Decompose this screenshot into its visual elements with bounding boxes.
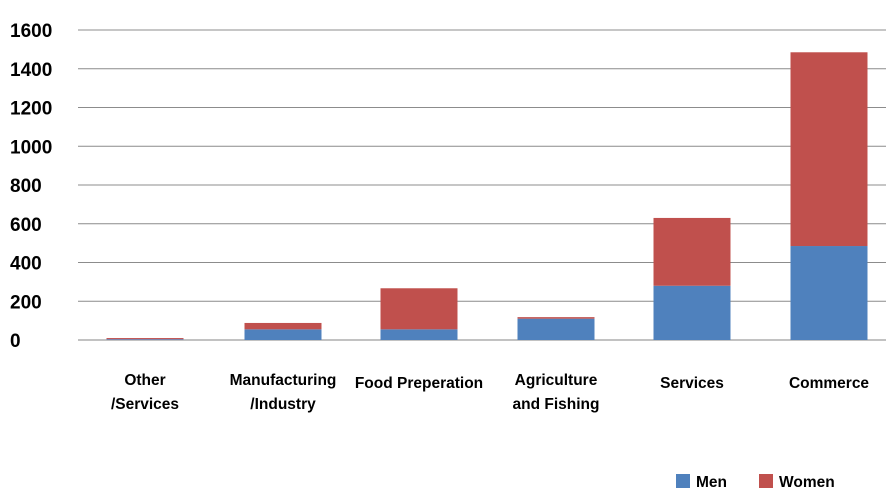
category-label: /Services [111,396,179,413]
y-tick-label: 1200 [10,99,52,120]
bar-men [790,246,868,340]
bar-men [380,329,458,340]
bar-women [790,52,868,247]
bar-women [653,217,731,286]
y-tick-label: 200 [10,292,42,313]
legend-swatch-women [759,474,773,488]
y-tick-label: 1000 [10,137,52,158]
category-label: Agriculture [515,372,598,389]
bar-men [653,285,731,340]
category-label: /Industry [250,396,316,413]
legend-label-women: Women [779,474,835,491]
y-axis-ticks: 0 200 400 600 800 1000 1200 1400 1600 [10,21,52,352]
bar-women [244,322,322,330]
bar-women [106,338,184,340]
category-labels: Other/Services Manufacturing/Industry Food… [111,372,869,413]
y-tick-label: 0 [10,331,21,352]
bar-men [244,329,322,340]
category-label: Food Preperation [355,375,483,392]
category-label: and Fishing [513,396,600,413]
bar-women [517,317,595,319]
y-tick-label: 400 [10,254,42,275]
category-label: Manufacturing [230,372,337,389]
bar-women [380,288,458,330]
y-tick-label: 800 [10,176,42,197]
y-tick-label: 600 [10,215,42,236]
bar-men [517,318,595,340]
category-label: Services [660,375,724,392]
y-tick-label: 1600 [10,21,52,42]
bar-men [106,339,184,340]
category-label: Other [124,372,165,389]
bars [106,52,868,340]
category-label: Commerce [789,375,869,392]
legend-swatch-men [676,474,690,488]
legend-label-men: Men [696,474,727,491]
y-tick-label: 1400 [10,60,52,81]
gridlines [78,29,886,341]
legend: Men Women [676,474,835,491]
